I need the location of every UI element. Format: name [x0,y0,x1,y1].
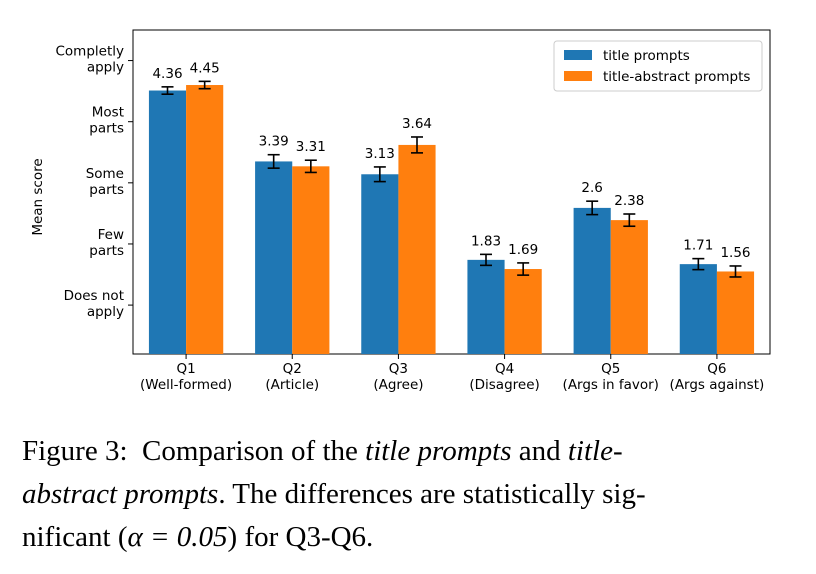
x-tick-label: Q2 (Article) [265,361,319,393]
caption-text-2: and [518,435,561,467]
value-label-title-q1: 4.36 [152,66,182,82]
bar-title-abstract-q6 [716,271,755,354]
bar-chart: Mean score Does not apply Few parts Some parts… [30,29,771,393]
y-tick-label: Does not apply [64,288,124,320]
x-tick-label: Q6 (Args against) [670,361,765,393]
figure-caption: Figure 3: Comparison of the title prompt… [22,430,802,559]
value-label-title-abstract-q5: 2.38 [614,193,644,209]
value-label-title-q4: 1.83 [471,233,501,249]
bar-title-q1 [148,90,187,354]
caption-alpha: α = 0.05 [127,521,228,553]
x-tick-label: Q1 (Well-formed) [140,361,232,393]
caption-text-4: nificant ( [22,521,128,553]
y-axis-label: Mean score [30,158,46,235]
caption-text-1: Comparison of the [142,435,358,467]
caption-italic-1: title prompts [365,435,512,467]
plot-frame [132,29,771,355]
x-tick-label: Q4 (Disagree) [469,361,539,393]
y-tick-label: Completly apply [56,44,125,76]
bars [148,80,755,355]
bar-title-abstract-q3 [398,144,436,354]
bar-title-abstract-q2 [292,166,330,354]
value-label-title-q5: 2.6 [581,180,602,196]
legend-swatch-2 [564,71,592,81]
value-label-title-abstract-q6: 1.56 [720,245,750,261]
bar-title-q4 [467,259,505,354]
value-label-title-abstract-q3: 3.64 [402,116,432,132]
x-tick-label: Q5 (Args in favor) [563,361,659,393]
value-label-title-abstract-q1: 4.45 [190,60,220,76]
value-label-title-abstract-q4: 1.69 [508,242,538,258]
value-label-title-q2: 3.39 [259,134,289,150]
bar-title-abstract-q4 [504,269,542,354]
value-label-title-abstract-q2: 3.31 [296,139,326,155]
bar-title-abstract-q5 [610,220,648,354]
y-tick-label: Some parts [86,166,124,198]
legend-swatch-1 [564,50,592,60]
caption-italic-2: title- [567,435,623,467]
x-tick-label: Q3 (Agree) [373,361,423,393]
caption-text-3: . The differences are statistically sig- [218,478,646,510]
value-label-title-q3: 3.13 [365,146,395,162]
bar-title-q3 [361,174,399,354]
legend: title prompts title-abstract prompts [553,40,763,92]
legend-label-2: title-abstract prompts [603,69,750,85]
y-tick-label: Most parts [89,105,124,137]
caption-italic-3: abstract prompts [22,478,219,510]
y-tick-label: Few parts [89,227,124,259]
legend-label-1: title prompts [603,48,690,64]
bar-title-abstract-q1 [186,85,224,355]
bar-title-q5 [573,207,611,354]
caption-text-5: ) for Q3-Q6. [227,521,374,553]
caption-label: Figure 3: [22,435,128,467]
data-labels: 4.36 4.45 3.39 3.31 3.13 3.64 1.83 1.69 2.6 2.38 1… [152,60,750,261]
legend-box [553,40,763,92]
bar-title-q6 [679,264,717,354]
axes: Mean score Does not apply Few parts Some parts… [30,29,771,393]
value-label-title-q6: 1.71 [683,238,713,254]
bar-title-q2 [255,161,293,354]
